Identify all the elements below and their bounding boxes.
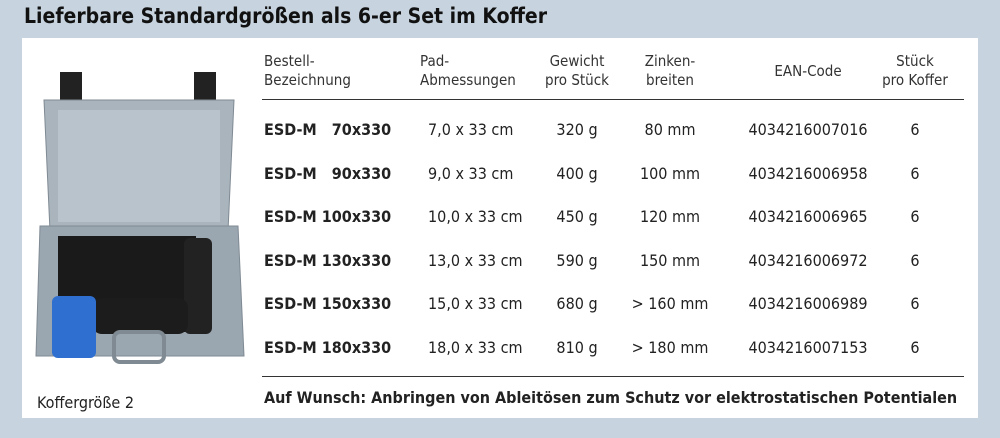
cell: 6 [910,250,920,270]
row-label: ESD-M 100x330 [264,207,392,226]
row-label: ESD-M 90x330 [264,163,392,183]
cell: 320 g [556,120,598,139]
cell: 120 mm [639,207,701,226]
column-header: Zinken- [644,52,696,70]
footer-note: Auf Wunsch: Anbringen von Ableitösen zum… [264,388,958,407]
cell: 6 [910,163,920,183]
cell: 18,0 x 33 cm [428,337,523,357]
cell: 15,0 x 33 cm [428,294,523,313]
column-header: pro Koffer [882,71,948,89]
cell: 6 [910,294,920,313]
cell: 6 [910,120,920,139]
case-image [35,72,245,364]
column-header: Bezeichnung [264,71,351,89]
cell: 4034216006972 [748,250,868,270]
cell: 6 [910,207,920,226]
cell: 7,0 x 33 cm [428,120,514,139]
cell: 10,0 x 33 cm [428,207,523,226]
header-rule [262,99,964,100]
cell: > 160 mm [631,294,709,313]
cell: 9,0 x 33 cm [428,163,514,183]
row-label: ESD-M 70x330 [264,120,392,139]
cell: 400 g [556,163,598,183]
cell: 13,0 x 33 cm [428,250,523,270]
cell: 6 [910,337,920,357]
cell: 590 g [556,250,598,270]
cell: 150 mm [639,250,701,270]
cell: 450 g [556,207,598,226]
row-label: ESD-M 130x330 [264,250,392,270]
cell: 4034216007153 [748,337,868,357]
cell: 80 mm [644,120,696,139]
row-label: ESD-M 180x330 [264,337,392,357]
column-header: Abmessungen [420,71,516,89]
cell: 4034216006989 [748,294,868,313]
cell: 810 g [556,337,598,357]
row-label: ESD-M 150x330 [264,294,392,313]
title: Lieferbare Standardgrößen als 6-er Set i… [24,4,548,28]
column-header: Stück [896,52,934,70]
cell: 100 mm [639,163,701,183]
column-header: pro Stück [545,71,609,89]
column-header: breiten [646,71,694,89]
bottom-rule [262,376,964,377]
cell: 4034216006958 [748,163,868,183]
cell: 680 g [556,294,598,313]
image-caption: Koffergröße 2 [37,393,135,412]
cell: 4034216007016 [748,120,868,139]
column-header: Bestell- [264,52,315,70]
column-header: EAN-Code [774,62,842,80]
column-header: Gewicht [549,52,605,70]
cell: 4034216006965 [748,207,868,226]
column-header: Pad- [420,52,450,70]
cell: > 180 mm [631,337,709,357]
